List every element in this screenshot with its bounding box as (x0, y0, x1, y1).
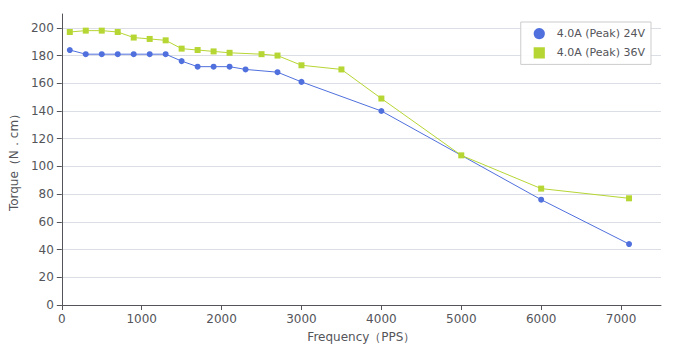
svg-text:2000: 2000 (206, 312, 237, 326)
svg-text:140: 140 (31, 104, 54, 118)
svg-text:4000: 4000 (366, 312, 397, 326)
svg-text:100: 100 (31, 159, 54, 173)
svg-text:7000: 7000 (606, 312, 637, 326)
svg-text:1000: 1000 (126, 312, 157, 326)
svg-text:4.0A (Peak) 24V: 4.0A (Peak) 24V (557, 27, 646, 40)
svg-text:20: 20 (39, 270, 54, 284)
svg-text:0: 0 (46, 298, 54, 312)
svg-text:120: 120 (31, 132, 54, 146)
svg-text:Torque（N．cm）: Torque（N．cm） (7, 108, 21, 212)
svg-text:160: 160 (31, 76, 54, 90)
svg-text:4.0A (Peak) 36V: 4.0A (Peak) 36V (557, 46, 646, 59)
svg-text:180: 180 (31, 49, 54, 63)
svg-text:80: 80 (39, 187, 54, 201)
svg-text:200: 200 (31, 21, 54, 35)
svg-text:6000: 6000 (526, 312, 557, 326)
svg-text:Frequency（PPS）: Frequency（PPS） (307, 330, 415, 344)
svg-text:5000: 5000 (446, 312, 477, 326)
svg-text:3000: 3000 (286, 312, 317, 326)
svg-text:0: 0 (58, 312, 66, 326)
svg-text:40: 40 (39, 243, 54, 257)
svg-text:60: 60 (39, 215, 54, 229)
